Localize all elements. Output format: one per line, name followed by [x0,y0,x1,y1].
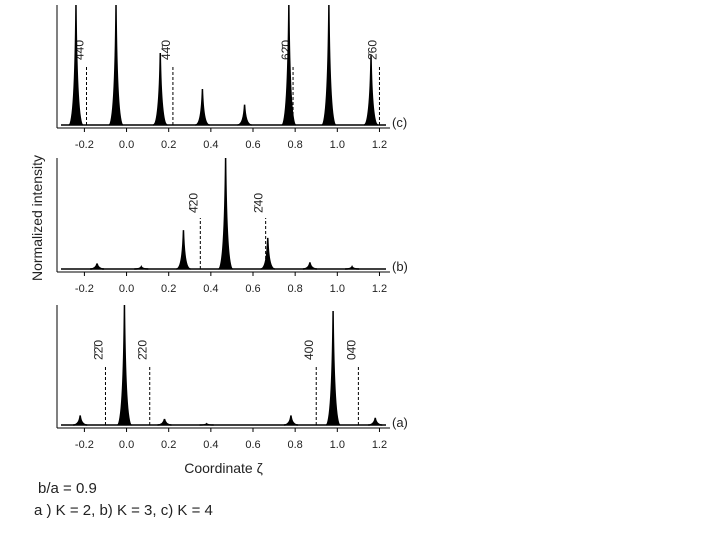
x-tick-label: 0.0 [119,283,134,295]
reflection-label: 2̄2̄0 [91,340,105,360]
peak [116,304,133,426]
reflection-label: 2̄60 [365,40,379,60]
x-tick-label: 1.2 [372,439,387,451]
peak [90,263,105,270]
peak [152,52,168,126]
peak [237,104,252,126]
x-tick-label: -0.2 [75,283,94,295]
x-tick-label: 0.6 [245,439,260,451]
peak [325,310,341,426]
peak [368,417,383,426]
x-tick-label: 0.8 [288,139,303,151]
x-tick-label: 0.6 [245,283,260,295]
x-tick-label: 0.6 [245,139,260,151]
reflection-label: 4̄20 [186,193,200,213]
peak [134,264,149,270]
peak [363,55,379,126]
x-tick-label: -0.2 [75,139,94,151]
peak [73,415,88,426]
reflection-label: 400 [302,340,316,360]
peak [157,418,172,426]
caption-line: b/a = 0.9 [38,480,97,497]
x-tick-label: 0.8 [288,283,303,295]
x-tick-label: 0.4 [203,439,218,451]
peak [217,157,234,270]
reflection-label: 2̄40 [252,193,266,213]
x-tick-label: 1.2 [372,283,387,295]
panel-label: (a) [392,415,408,430]
peak [302,262,317,270]
reflection-label: 2̄20 [136,340,150,360]
peak [281,4,297,126]
x-tick-label: 0.0 [119,139,134,151]
peak [176,230,191,270]
peak [283,415,299,426]
panel-label: (c) [392,115,407,130]
peak [199,422,214,426]
x-tick-label: 0.2 [161,439,176,451]
x-tick-label: -0.2 [75,439,94,451]
x-tick-label: 0.4 [203,283,218,295]
peak [68,4,84,126]
panel-label: (b) [392,259,408,274]
x-tick-label: 1.0 [330,139,345,151]
x-tick-label: 1.0 [330,283,345,295]
caption-line: a ) K = 2, b) K = 3, c) K = 4 [34,502,213,519]
peak [345,264,360,270]
reflection-label: 44̄0 [159,40,173,60]
x-tick-label: 0.2 [161,283,176,295]
x-tick-label: 0.2 [161,139,176,151]
x-tick-label: 0.0 [119,439,134,451]
peak [321,4,337,126]
reflection-label: 62̄0 [279,40,293,60]
peak [108,4,124,126]
peak [260,237,275,270]
x-tick-label: 1.0 [330,439,345,451]
x-tick-label: 0.8 [288,439,303,451]
peak [195,88,210,126]
y-axis-label: Normalized intensity [29,155,45,281]
reflection-label: 04̄0 [344,340,358,360]
x-axis-label: Coordinate ζ [184,460,263,476]
x-tick-label: 1.2 [372,139,387,151]
x-tick-label: 0.4 [203,139,218,151]
